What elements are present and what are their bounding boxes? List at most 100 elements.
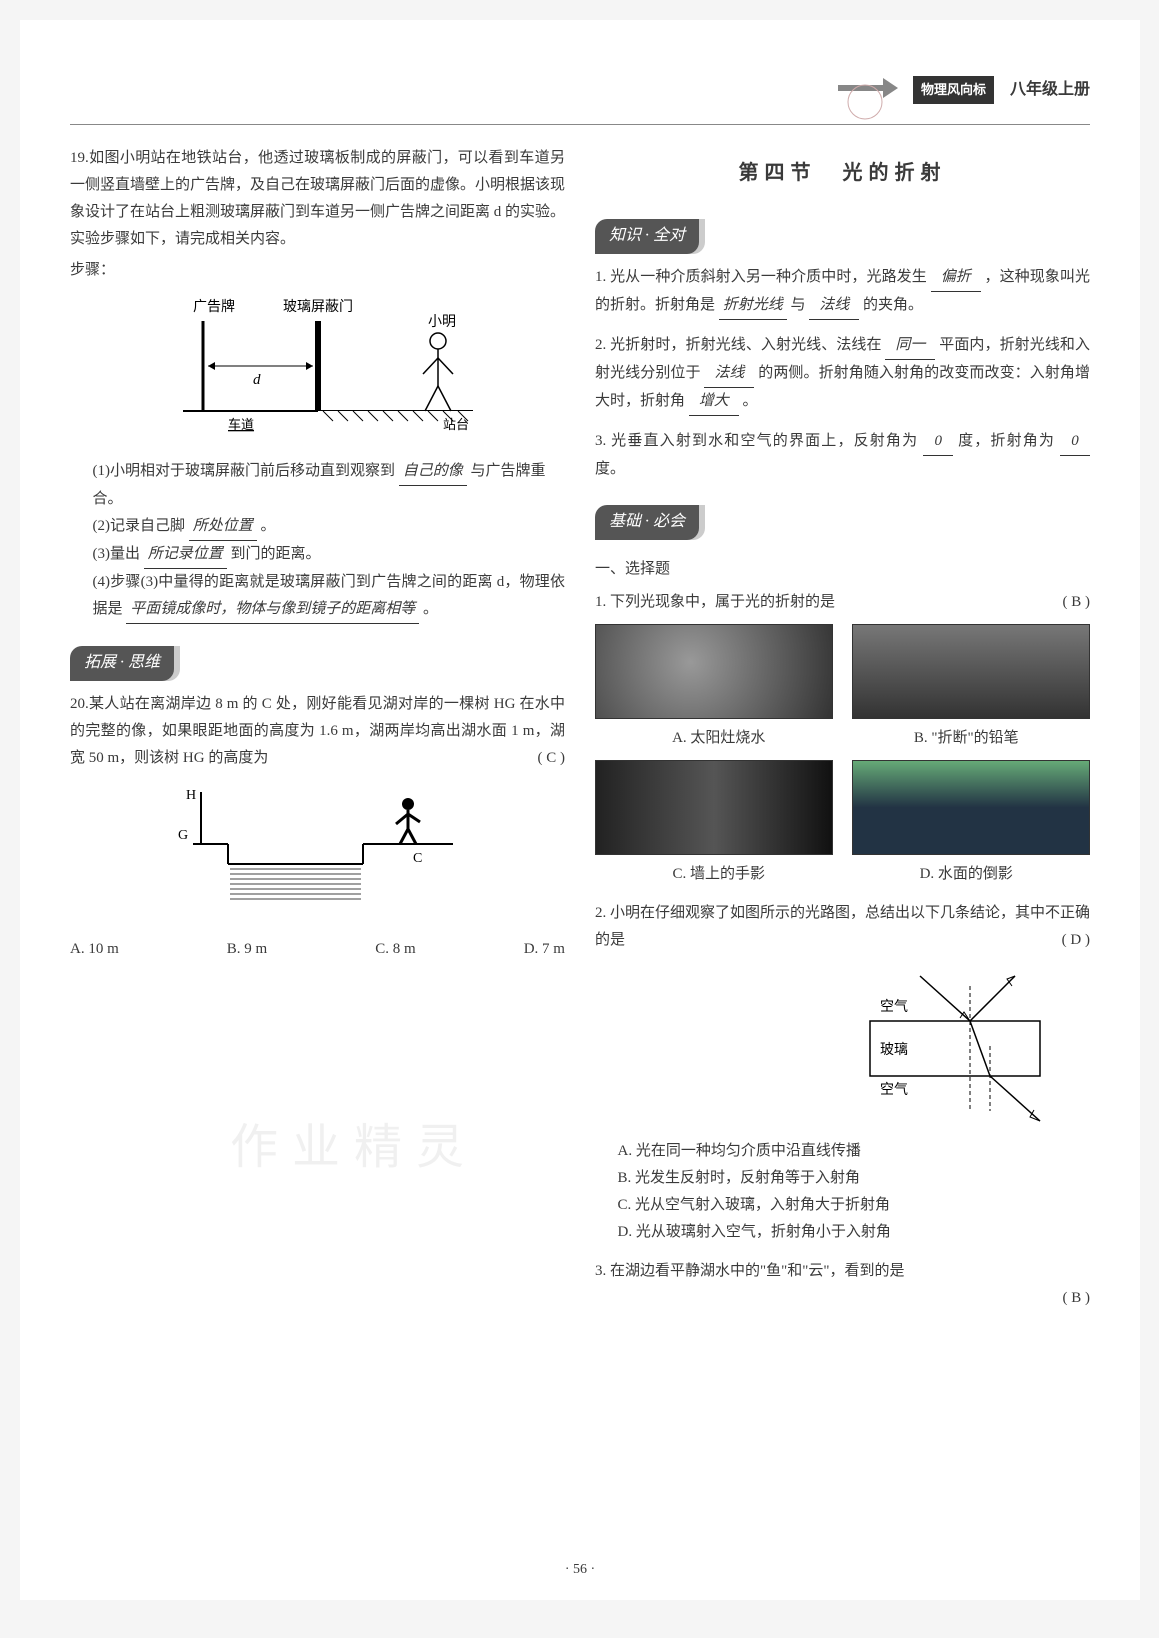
r3-answer-line: ( B ) (595, 1285, 1090, 1312)
r1-opts1: A. 太阳灶烧水 B. "折断"的铅笔 (595, 725, 1090, 752)
r3-text: 3. 在湖边看平静湖水中的"鱼"和"云"，看到的是 (595, 1258, 1090, 1285)
right-column: 第四节 光的折射 知识 · 全对 1. 光从一种介质斜射入另一种介质中时，光路发… (595, 145, 1090, 1324)
r2-body: 2. 小明在仔细观察了如图所示的光路图，总结出以下几条结论，其中不正确的是 (595, 905, 1090, 948)
r1-optB: B. "折断"的铅笔 (843, 725, 1091, 752)
q20-optC: C. 8 m (375, 936, 415, 963)
q19-s2b: 。 (261, 518, 276, 534)
q19-step3: (3)量出 所记录位置 到门的距离。 (70, 541, 565, 569)
q19-diagram: 广告牌 玻璃屏蔽门 小明 (153, 296, 483, 446)
q20-options: A. 10 m B. 9 m C. 8 m D. 7 m (70, 936, 565, 963)
r1-optC: C. 墙上的手影 (595, 861, 843, 888)
k3d: 度。 (595, 461, 625, 477)
q19-num: 19. (70, 150, 89, 166)
r2-optB: B. 光发生反射时，反射角等于入射角 (595, 1165, 1090, 1192)
knowledge-3: 3. 光垂直入射到水和空气的界面上，反射角为 0 度，折射角为 0 度。 (595, 428, 1090, 483)
question-r2: 2. 小明在仔细观察了如图所示的光路图，总结出以下几条结论，其中不正确的是 ( … (595, 900, 1090, 1246)
k3b1: 0 (923, 428, 953, 456)
r1-img-a (595, 624, 833, 719)
r1-text: 1. 下列光现象中，属于光的折射的是 ( B ) (595, 589, 1090, 616)
q19-step2: (2)记录自己脚 所处位置 。 (70, 513, 565, 541)
k3c: 度，折射角为 (958, 433, 1055, 449)
q20-diagram: H G C (168, 784, 468, 924)
q20-optA: A. 10 m (70, 936, 119, 963)
diag-plat: 站台 (443, 417, 469, 432)
knowledge-1: 1. 光从一种介质斜射入另一种介质中时，光路发生 偏折 ，这种现象叫光的折射。折… (595, 264, 1090, 320)
r1-body: 1. 下列光现象中，属于光的折射的是 (595, 594, 835, 610)
r2-text: 2. 小明在仔细观察了如图所示的光路图，总结出以下几条结论，其中不正确的是 ( … (595, 900, 1090, 954)
k1b3: 法线 (809, 292, 859, 320)
q20-optD: D. 7 m (524, 936, 565, 963)
r2-optA: A. 光在同一种均匀介质中沿直线传播 (595, 1138, 1090, 1165)
q19-s3a: (3)量出 (93, 546, 141, 562)
knowledge-2: 2. 光折射时，折射光线、入射光线、法线在 同一 平面内，折射光线和入射光线分别… (595, 332, 1090, 416)
diag-road: 车道 (228, 417, 254, 432)
diag-label-door: 玻璃屏蔽门 (283, 298, 353, 315)
content-columns: 19.如图小明站在地铁站台，他透过玻璃板制成的屏蔽门，可以看到车道另一侧竖直墙壁… (70, 145, 1090, 1324)
question-r3: 3. 在湖边看平静湖水中的"鱼"和"云"，看到的是 ( B ) (595, 1258, 1090, 1312)
question-19: 19.如图小明站在地铁站台，他透过玻璃板制成的屏蔽门，可以看到车道另一侧竖直墙壁… (70, 145, 565, 624)
select-heading: 一、选择题 (595, 556, 1090, 583)
r3-answer: ( B ) (1063, 1290, 1091, 1306)
r1-imgrow2 (595, 760, 1090, 855)
r2-air2: 空气 (880, 1082, 908, 1098)
r2-answer: ( D ) (1062, 927, 1090, 954)
diag-d: d (253, 372, 261, 388)
grade-label: 八年级上册 (1010, 76, 1090, 105)
r2-air1: 空气 (880, 999, 908, 1015)
q20-body: 某人站在离湖岸边 8 m 的 C 处，刚好能看见湖对岸的一棵树 HG 在水中的完… (70, 696, 565, 766)
r2-glass: 玻璃 (880, 1041, 908, 1058)
k3b2: 0 (1060, 428, 1090, 456)
q19-s2a: (2)记录自己脚 (93, 518, 186, 534)
r1-imgrow1 (595, 624, 1090, 719)
q19-step1: (1)小明相对于玻璃屏蔽门前后移动直到观察到 自己的像 与广告牌重合。 (70, 458, 565, 513)
question-r1: 1. 下列光现象中，属于光的折射的是 ( B ) A. 太阳灶烧水 B. "折断… (595, 589, 1090, 888)
r3-body: 3. 在湖边看平静湖水中的"鱼"和"云"，看到的是 (595, 1263, 905, 1279)
k3a: 3. 光垂直入射到水和空气的界面上，反射角为 (595, 433, 918, 449)
k1d: 与 (791, 297, 806, 313)
k1b2: 折射光线 (719, 292, 787, 320)
q19-body: 如图小明站在地铁站台，他透过玻璃板制成的屏蔽门，可以看到车道另一侧竖直墙壁上的广… (70, 150, 565, 247)
section-title: 第四节 光的折射 (595, 155, 1090, 191)
page: 物理风向标 八年级上册 19.如图小明站在地铁站台，他透过玻璃板制成的屏蔽门，可… (20, 20, 1140, 1600)
q20-answer: ( C ) (538, 745, 566, 772)
question-20: 20.某人站在离湖岸边 8 m 的 C 处，刚好能看见湖对岸的一棵树 HG 在水… (70, 691, 565, 963)
k1b1: 偏折 (931, 264, 981, 292)
q19-s3-blank: 所记录位置 (144, 541, 227, 569)
banner-extension: 拓展 · 思维 (70, 646, 174, 681)
r1-optA: A. 太阳灶烧水 (595, 725, 843, 752)
page-header: 物理风向标 八年级上册 (70, 60, 1090, 125)
diag-label-ad: 广告牌 (193, 298, 235, 315)
r1-optD: D. 水面的倒影 (843, 861, 1091, 888)
q19-s2-blank: 所处位置 (189, 513, 257, 541)
page-number: · 56 · (20, 1557, 1140, 1582)
q19-s1-blank: 自己的像 (399, 458, 467, 486)
r2-optC: C. 光从空气射入玻璃，入射角大于折射角 (595, 1192, 1090, 1219)
r1-img-b (852, 624, 1090, 719)
q19-s1a: (1)小明相对于玻璃屏蔽门前后移动直到观察到 (93, 463, 396, 479)
r1-answer: ( B ) (1063, 589, 1091, 616)
r1-opts2: C. 墙上的手影 D. 水面的倒影 (595, 861, 1090, 888)
q20-text: 20.某人站在离湖岸边 8 m 的 C 处，刚好能看见湖对岸的一棵树 HG 在水… (70, 691, 565, 772)
k2b1: 同一 (885, 332, 935, 360)
q20-G: G (178, 828, 188, 843)
r1-img-c (595, 760, 833, 855)
banner-knowledge: 知识 · 全对 (595, 219, 699, 254)
r2-optD: D. 光从玻璃射入空气，折射角小于入射角 (595, 1219, 1090, 1246)
q19-s4b: 。 (423, 601, 438, 617)
k1a: 1. 光从一种介质斜射入另一种介质中时，光路发生 (595, 269, 927, 285)
diag-label-ming: 小明 (428, 314, 456, 330)
q19-s4-blank: 平面镜成像时，物体与像到镜子的距离相等 (126, 596, 419, 624)
k2e: 。 (743, 393, 758, 409)
q20-C: C (413, 851, 422, 866)
r2-diagram: 空气 玻璃 空气 (840, 966, 1070, 1126)
q19-text: 19.如图小明站在地铁站台，他透过玻璃板制成的屏蔽门，可以看到车道另一侧竖直墙壁… (70, 145, 565, 253)
q20-optB: B. 9 m (227, 936, 267, 963)
q20-H: H (186, 788, 196, 803)
k2b2: 法线 (704, 360, 754, 388)
k2a: 2. 光折射时，折射光线、入射光线、法线在 (595, 337, 882, 353)
stamp-decoration (828, 60, 903, 120)
subject-badge: 物理风向标 (913, 76, 994, 103)
q19-s3b: 到门的距离。 (231, 546, 321, 562)
q19-steps-label: 步骤： (70, 257, 565, 284)
banner-basic: 基础 · 必会 (595, 505, 699, 540)
